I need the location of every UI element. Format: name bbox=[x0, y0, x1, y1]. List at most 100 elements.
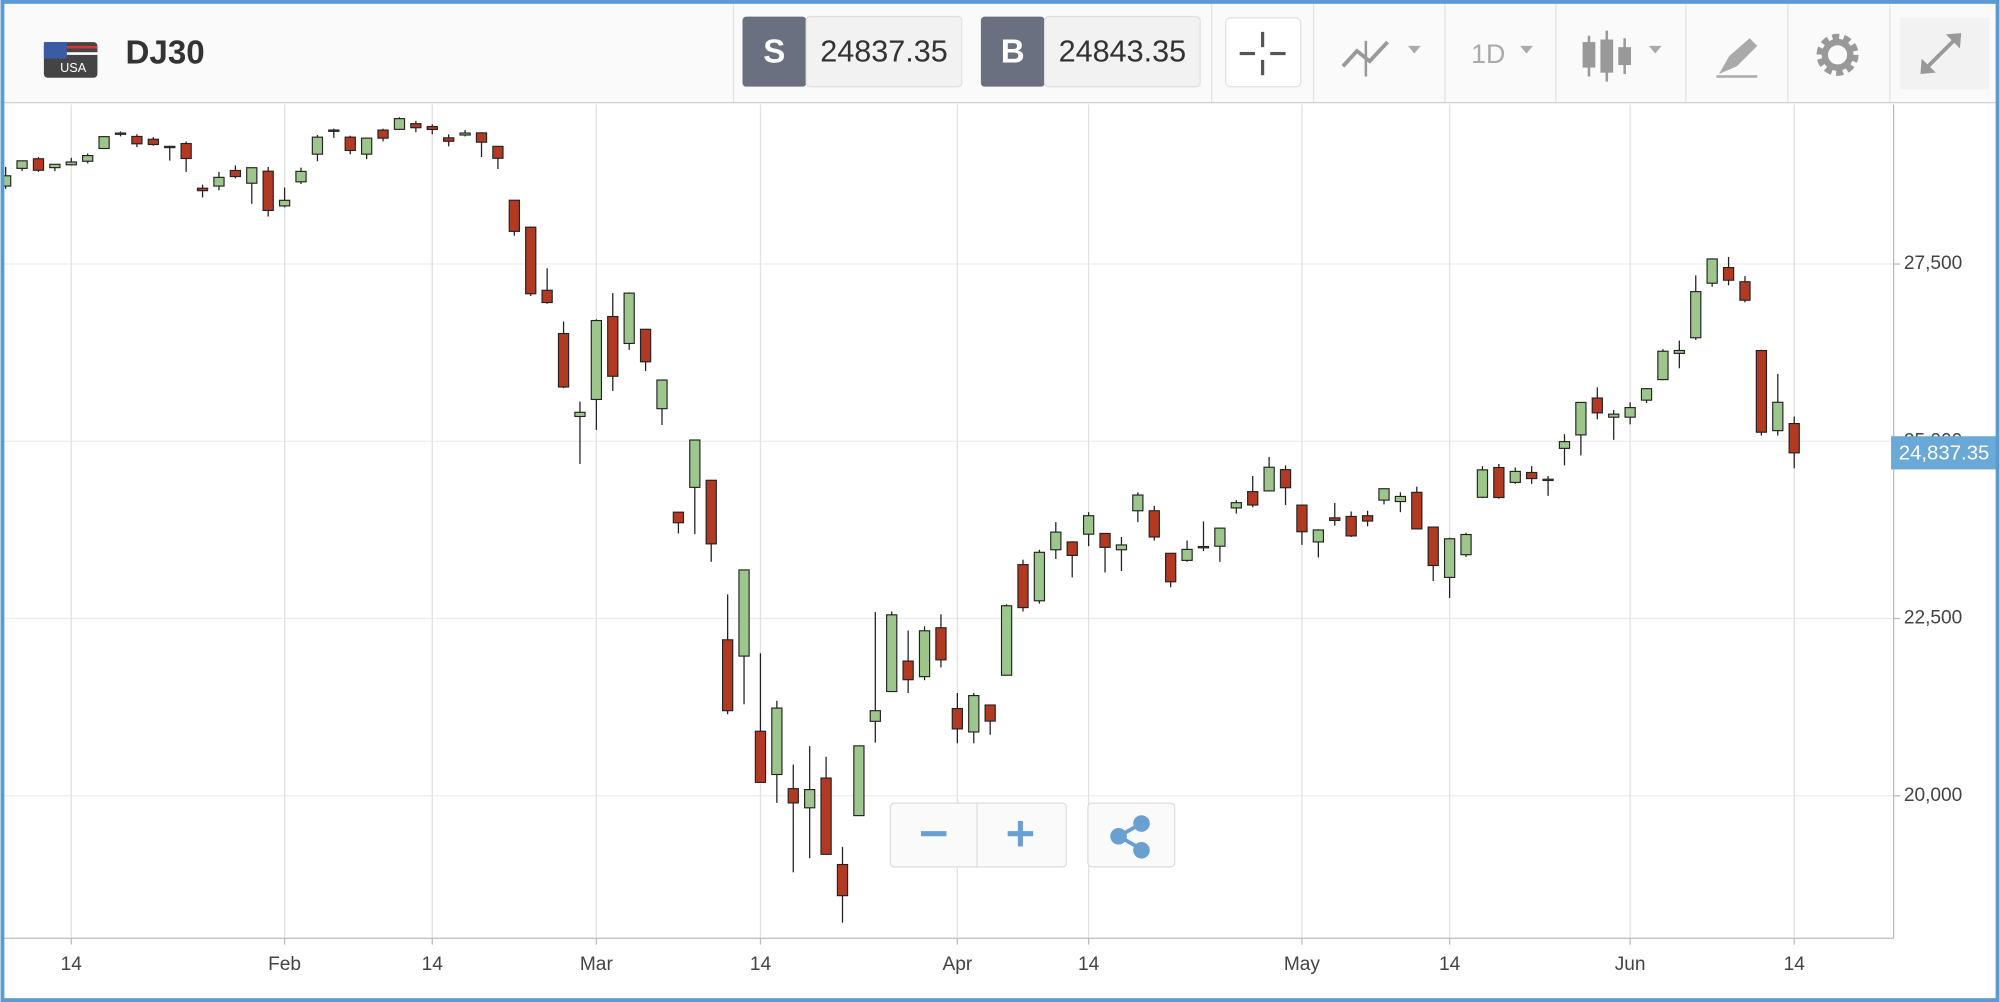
candle-body bbox=[672, 511, 685, 524]
symbol: DJ30 bbox=[125, 35, 204, 72]
candle-body bbox=[607, 315, 619, 377]
candle-body bbox=[360, 137, 373, 155]
candle-body bbox=[771, 707, 783, 776]
candle-body bbox=[1706, 258, 1718, 284]
current-price-tag bbox=[1891, 436, 1997, 470]
candle-body bbox=[1526, 471, 1538, 480]
candle-body bbox=[525, 226, 537, 295]
y-tick-label: 27,500 bbox=[1904, 253, 1962, 274]
buy-button[interactable] bbox=[980, 16, 1045, 87]
candle-body bbox=[1772, 401, 1784, 432]
x-tick-label: Mar bbox=[580, 954, 614, 975]
candle-body bbox=[1443, 538, 1456, 578]
candle-body bbox=[1329, 517, 1341, 522]
candle-body bbox=[32, 158, 45, 171]
candle-body bbox=[295, 170, 307, 183]
candle-body bbox=[1279, 469, 1292, 489]
candle-body bbox=[1509, 470, 1521, 483]
candle-body bbox=[820, 777, 832, 855]
candle-body bbox=[918, 630, 931, 678]
settings-button[interactable] bbox=[1816, 33, 1859, 76]
candle-body bbox=[574, 411, 586, 418]
candle-body bbox=[1460, 533, 1472, 556]
sell-button[interactable] bbox=[742, 16, 807, 87]
candle-body bbox=[639, 328, 652, 363]
candle-body bbox=[1230, 502, 1242, 509]
crosshair-icon bbox=[1239, 31, 1286, 76]
candle-body bbox=[246, 167, 258, 184]
candle-body bbox=[1476, 469, 1489, 498]
x-tick-label: Feb bbox=[268, 954, 301, 975]
candle-body bbox=[344, 136, 356, 152]
candle-body bbox=[1000, 605, 1013, 676]
indicators-button[interactable] bbox=[1341, 40, 1421, 77]
candle-body bbox=[738, 569, 750, 657]
candle-body bbox=[1575, 401, 1587, 436]
candle-body bbox=[1427, 526, 1439, 567]
candle-body bbox=[82, 155, 94, 162]
candle-body bbox=[1296, 504, 1308, 533]
x-tick-label: 14 bbox=[750, 954, 772, 975]
crosshair-button[interactable] bbox=[1225, 17, 1302, 88]
candle-body bbox=[426, 125, 438, 131]
candle-body bbox=[1657, 350, 1669, 381]
candle-body bbox=[541, 289, 553, 304]
candle-body bbox=[459, 132, 471, 136]
candle-body bbox=[1132, 494, 1144, 512]
candle-body bbox=[1148, 510, 1160, 538]
candle-body bbox=[16, 160, 28, 169]
candle-body bbox=[935, 627, 947, 661]
x-tick-label: May bbox=[1284, 954, 1321, 975]
candle-body bbox=[721, 639, 734, 712]
candle-body bbox=[1690, 291, 1702, 339]
candle-body bbox=[1361, 515, 1374, 522]
axis-layer: 20,00022,50025,00027,50014Feb14Mar14Apr1… bbox=[61, 253, 1997, 975]
x-tick-label: 14 bbox=[1784, 954, 1806, 975]
candle-body bbox=[705, 479, 717, 545]
y-tick-label: 20,000 bbox=[1904, 785, 1962, 806]
candle-body bbox=[114, 132, 127, 135]
candle-body bbox=[689, 439, 701, 488]
candle-body bbox=[3, 175, 12, 187]
fullscreen-button[interactable] bbox=[1900, 17, 1990, 90]
candle-body bbox=[131, 135, 143, 145]
candle-body bbox=[229, 169, 242, 178]
candle-body bbox=[656, 379, 668, 410]
candle-body bbox=[1312, 529, 1325, 543]
timeframe[interactable]: 1D bbox=[1471, 39, 1505, 69]
drawing-button[interactable] bbox=[1716, 38, 1758, 78]
chart-type-button[interactable] bbox=[1582, 30, 1662, 82]
y-tick-label: 22,500 bbox=[1904, 608, 1962, 629]
flag-icon bbox=[43, 42, 98, 78]
zoom-in-button[interactable] bbox=[1007, 820, 1034, 847]
candle-body bbox=[311, 136, 324, 155]
x-tick-label: 14 bbox=[61, 954, 83, 975]
candle-body bbox=[1099, 532, 1111, 548]
candle-body bbox=[180, 142, 192, 160]
candle-body bbox=[1558, 441, 1571, 449]
buy-price-box[interactable] bbox=[1043, 15, 1201, 88]
candle-body bbox=[443, 137, 455, 142]
candle-body bbox=[213, 176, 225, 187]
candle-body bbox=[623, 292, 635, 345]
candle-body bbox=[1066, 541, 1078, 557]
candle-body bbox=[902, 660, 914, 681]
x-tick-label: Apr bbox=[942, 954, 972, 975]
candle-body bbox=[1050, 531, 1062, 551]
candle-body bbox=[1411, 491, 1423, 530]
zoom-controls bbox=[889, 802, 1067, 868]
sell-price-box[interactable] bbox=[805, 15, 963, 88]
sell-price: 24837.35 bbox=[820, 35, 948, 69]
candle-body bbox=[475, 132, 488, 143]
candle-body bbox=[787, 788, 799, 804]
timeframe-caret bbox=[1520, 45, 1533, 54]
candle-body bbox=[1542, 478, 1554, 482]
fullscreen-icon bbox=[1920, 33, 1962, 74]
share-button[interactable] bbox=[1087, 802, 1176, 868]
candle-body bbox=[557, 332, 570, 388]
buy-label: B bbox=[1001, 33, 1025, 70]
candle-body bbox=[196, 187, 209, 192]
